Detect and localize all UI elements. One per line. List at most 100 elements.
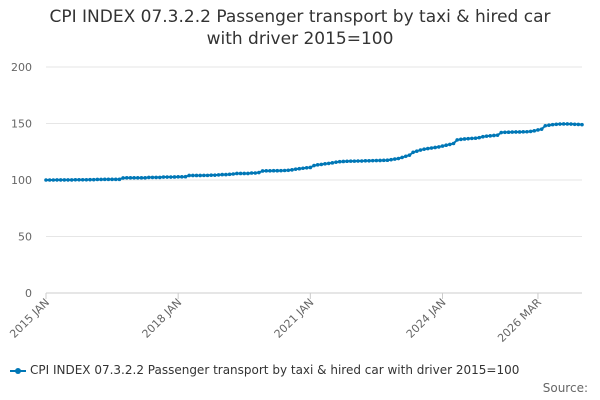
data-point[interactable] [473, 136, 478, 140]
data-point[interactable] [304, 166, 309, 170]
data-point[interactable] [191, 173, 195, 178]
data-point[interactable] [62, 178, 67, 182]
data-point[interactable] [426, 146, 430, 151]
data-point[interactable] [102, 177, 107, 182]
data-point[interactable] [139, 176, 144, 180]
data-point[interactable] [91, 177, 96, 182]
data-point[interactable] [414, 149, 419, 153]
data-point[interactable] [389, 157, 393, 162]
data-point[interactable] [572, 122, 577, 127]
data-point[interactable] [51, 178, 56, 182]
data-point[interactable] [224, 172, 228, 177]
data-point[interactable] [319, 162, 324, 167]
data-point[interactable] [80, 177, 85, 182]
data-point[interactable] [532, 129, 537, 133]
data-point[interactable] [66, 178, 70, 182]
data-point[interactable] [264, 169, 269, 173]
data-point[interactable] [257, 170, 261, 175]
data-point[interactable] [543, 123, 548, 128]
data-point[interactable] [539, 127, 544, 131]
data-point[interactable] [290, 168, 294, 172]
data-point[interactable] [561, 122, 566, 126]
data-point[interactable] [172, 175, 177, 179]
data-point[interactable] [279, 168, 283, 173]
data-point[interactable] [495, 133, 500, 137]
data-point[interactable] [466, 136, 470, 141]
data-point[interactable] [403, 154, 408, 159]
data-point[interactable] [216, 173, 221, 177]
data-point[interactable] [503, 130, 507, 135]
data-point[interactable] [242, 171, 247, 176]
data-point[interactable] [69, 178, 74, 182]
data-point[interactable] [484, 134, 489, 138]
data-point[interactable] [176, 175, 180, 179]
data-point[interactable] [110, 177, 114, 182]
data-point[interactable] [525, 129, 529, 134]
data-point[interactable] [161, 175, 166, 179]
data-point[interactable] [312, 163, 316, 168]
data-point[interactable] [565, 122, 570, 126]
data-point[interactable] [550, 122, 555, 127]
data-point[interactable] [411, 150, 415, 155]
data-point[interactable] [194, 173, 199, 178]
data-point[interactable] [146, 175, 151, 180]
data-point[interactable] [99, 177, 103, 182]
data-point[interactable] [407, 153, 412, 157]
data-point[interactable] [275, 168, 280, 173]
data-point[interactable] [459, 137, 463, 142]
data-point[interactable] [437, 145, 441, 149]
data-point[interactable] [260, 169, 265, 173]
data-point[interactable] [198, 173, 202, 178]
data-point[interactable] [293, 167, 298, 171]
data-point[interactable] [308, 165, 313, 170]
data-point[interactable] [517, 130, 522, 134]
data-point[interactable] [106, 177, 111, 182]
data-point[interactable] [422, 147, 426, 151]
data-point[interactable] [554, 122, 559, 127]
data-point[interactable] [169, 175, 173, 179]
data-point[interactable] [135, 176, 140, 180]
data-point[interactable] [341, 159, 346, 164]
data-point[interactable] [286, 168, 291, 173]
data-point[interactable] [246, 171, 250, 176]
data-point[interactable] [220, 172, 225, 177]
data-point[interactable] [183, 174, 188, 179]
data-point[interactable] [492, 133, 496, 138]
data-point[interactable] [44, 178, 48, 182]
data-point[interactable] [488, 134, 493, 138]
data-point[interactable] [345, 159, 349, 164]
data-point[interactable] [143, 176, 147, 180]
data-point[interactable] [88, 177, 92, 182]
data-point[interactable] [514, 130, 518, 134]
data-point[interactable] [510, 130, 515, 134]
data-point[interactable] [113, 177, 118, 182]
data-point[interactable] [499, 130, 504, 135]
data-point[interactable] [558, 122, 562, 126]
data-point[interactable] [231, 172, 236, 176]
data-point[interactable] [301, 166, 305, 171]
data-point[interactable] [326, 161, 331, 166]
data-point[interactable] [330, 161, 335, 165]
data-point[interactable] [378, 158, 382, 163]
data-point[interactable] [481, 134, 485, 139]
data-point[interactable] [227, 172, 232, 177]
data-point[interactable] [84, 177, 89, 182]
data-point[interactable] [451, 141, 456, 146]
data-point[interactable] [429, 146, 434, 150]
data-point[interactable] [576, 122, 581, 127]
data-point[interactable] [418, 148, 423, 152]
data-point[interactable] [154, 175, 158, 180]
data-point[interactable] [385, 158, 390, 163]
data-point[interactable] [268, 169, 272, 173]
data-point[interactable] [158, 175, 162, 180]
data-point[interactable] [117, 177, 122, 182]
data-point[interactable] [440, 144, 445, 148]
data-point[interactable] [235, 171, 239, 176]
data-point[interactable] [323, 162, 327, 166]
data-point[interactable] [238, 171, 243, 176]
data-point[interactable] [356, 159, 360, 163]
data-point[interactable] [282, 168, 287, 173]
data-point[interactable] [47, 178, 52, 182]
data-point[interactable] [205, 173, 210, 178]
data-point[interactable] [271, 168, 276, 173]
